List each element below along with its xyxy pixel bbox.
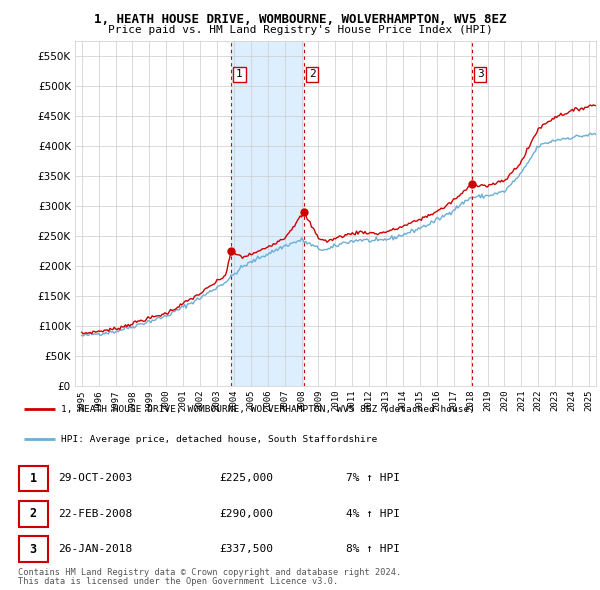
Text: 1: 1 <box>30 472 37 485</box>
FancyBboxPatch shape <box>19 501 48 527</box>
Text: 2: 2 <box>309 69 316 79</box>
Text: 26-JAN-2018: 26-JAN-2018 <box>58 545 133 554</box>
Text: 2: 2 <box>30 507 37 520</box>
Text: 4% ↑ HPI: 4% ↑ HPI <box>346 509 400 519</box>
Text: 1, HEATH HOUSE DRIVE, WOMBOURNE, WOLVERHAMPTON, WV5 8EZ: 1, HEATH HOUSE DRIVE, WOMBOURNE, WOLVERH… <box>94 13 506 26</box>
Text: 3: 3 <box>477 69 484 79</box>
Text: Contains HM Land Registry data © Crown copyright and database right 2024.: Contains HM Land Registry data © Crown c… <box>18 568 401 577</box>
Text: 29-OCT-2003: 29-OCT-2003 <box>58 474 133 483</box>
Bar <box>231 41 304 386</box>
Text: 8% ↑ HPI: 8% ↑ HPI <box>346 545 400 554</box>
Text: £225,000: £225,000 <box>220 474 274 483</box>
FancyBboxPatch shape <box>19 536 48 562</box>
Text: 1: 1 <box>236 69 243 79</box>
Text: 1, HEATH HOUSE DRIVE, WOMBOURNE, WOLVERHAMPTON, WV5 8EZ (detached house): 1, HEATH HOUSE DRIVE, WOMBOURNE, WOLVERH… <box>61 405 475 414</box>
Text: Price paid vs. HM Land Registry's House Price Index (HPI): Price paid vs. HM Land Registry's House … <box>107 25 493 35</box>
Text: 22-FEB-2008: 22-FEB-2008 <box>58 509 133 519</box>
Text: This data is licensed under the Open Government Licence v3.0.: This data is licensed under the Open Gov… <box>18 578 338 586</box>
Text: £290,000: £290,000 <box>220 509 274 519</box>
FancyBboxPatch shape <box>19 466 48 491</box>
Text: £337,500: £337,500 <box>220 545 274 554</box>
Text: 3: 3 <box>30 543 37 556</box>
Text: 7% ↑ HPI: 7% ↑ HPI <box>346 474 400 483</box>
Text: HPI: Average price, detached house, South Staffordshire: HPI: Average price, detached house, Sout… <box>61 435 377 444</box>
